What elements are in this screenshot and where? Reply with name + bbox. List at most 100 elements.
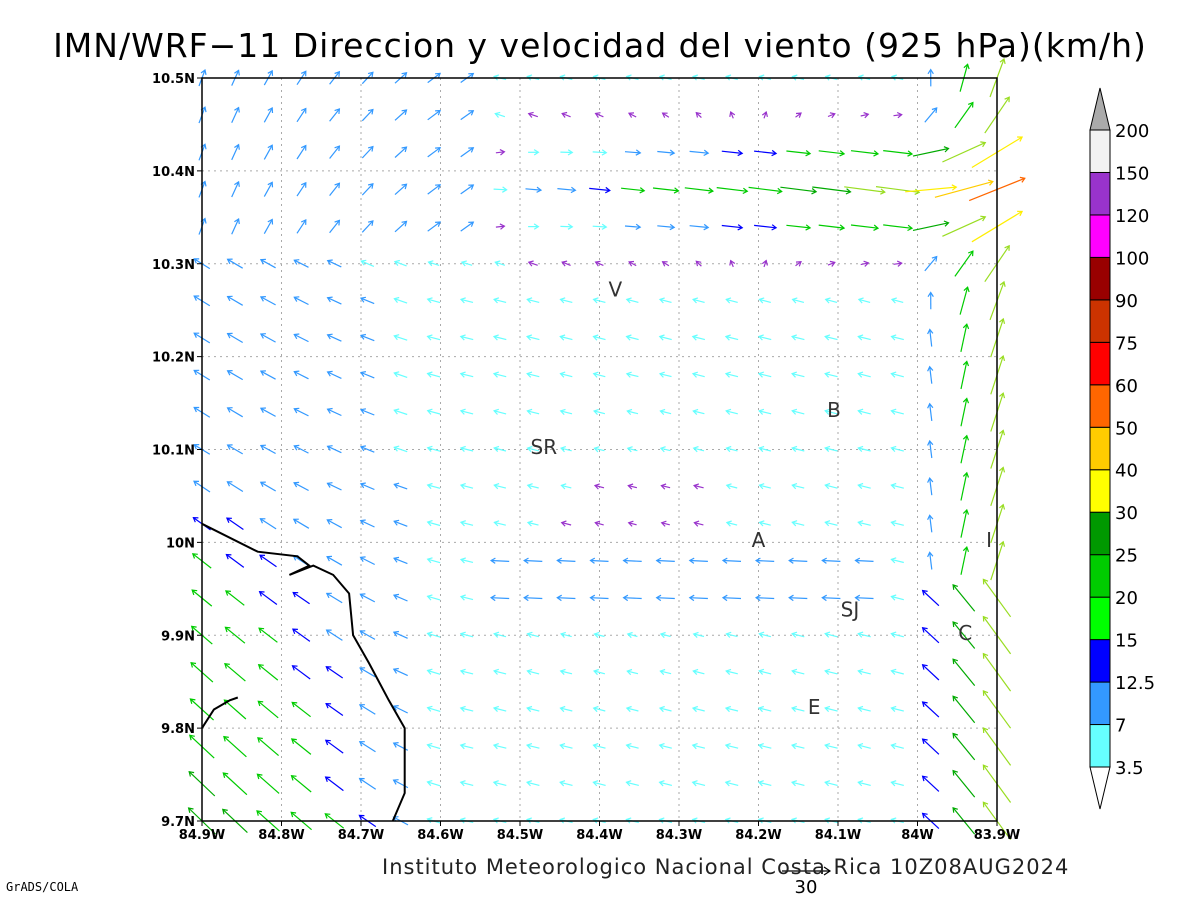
wind-arrow (260, 333, 276, 343)
wind-arrow (427, 372, 441, 378)
wind-arrow (227, 258, 244, 269)
wind-arrow (595, 112, 604, 118)
colorbar-box (1089, 256, 1111, 301)
wind-arrow-head (593, 408, 599, 416)
wind-arrow (394, 335, 408, 341)
wind-arrow-head (725, 483, 732, 490)
wind-arrow-head (1017, 210, 1024, 217)
wind-arrow (891, 335, 904, 341)
wind-arrow-head (459, 705, 466, 713)
wind-arrow-head (691, 705, 698, 713)
wind-arrow-head (927, 476, 934, 483)
wind-arrow-head (857, 297, 864, 304)
wind-arrow (460, 147, 474, 158)
wind-arrow-head (639, 187, 646, 194)
location-label: SR (531, 435, 558, 459)
wind-arrow (327, 260, 342, 268)
wind-arrow-head (757, 334, 764, 341)
wind-arrow (791, 744, 805, 749)
wind-arrow (260, 407, 276, 417)
wind-arrow-head (594, 112, 601, 118)
wind-arrow-head (857, 445, 864, 453)
wind-arrow (789, 597, 808, 600)
wind-arrow (491, 597, 510, 600)
wind-arrow-head (839, 150, 846, 157)
wind-arrow-head (435, 109, 442, 116)
wind-arrow-head (593, 483, 600, 490)
wind-arrow (627, 410, 639, 415)
wind-arrow-head (622, 557, 629, 564)
wind-arrow (730, 260, 734, 268)
wind-arrow-head (927, 68, 934, 75)
wind-arrow-head (300, 107, 307, 114)
wind-arrow-head (999, 317, 1006, 324)
wind-arrow (493, 707, 507, 712)
wind-arrow-head (824, 371, 831, 378)
wind-arrow-head (259, 296, 266, 302)
colorbar-box (1089, 214, 1111, 258)
wind-arrow-head (857, 817, 864, 824)
wind-arrow (260, 518, 277, 530)
colorbar-box (1089, 426, 1111, 471)
wind-arrow-head (367, 108, 374, 115)
wind-arrow (689, 225, 709, 229)
wind-arrow-head (489, 557, 496, 564)
wind-arrow (825, 707, 838, 712)
wind-arrow (960, 398, 968, 427)
wind-arrow (726, 484, 738, 489)
wind-arrow (660, 633, 671, 638)
wind-arrow (394, 183, 407, 196)
wind-arrow-head (890, 371, 897, 378)
wind-arrow-head (426, 705, 433, 712)
wind-arrow-head (499, 149, 506, 156)
wind-arrow-head (890, 743, 897, 750)
colorbar-label: 7 (1115, 716, 1126, 737)
wind-arrow-head (927, 439, 934, 446)
wind-arrow-head (921, 701, 928, 707)
wind-arrow (659, 335, 672, 341)
wind-arrow (684, 187, 713, 192)
wind-arrow (493, 335, 507, 341)
software-label: GrADS/COLA (6, 880, 79, 894)
wind-arrow (595, 522, 604, 526)
colorbar-box (1089, 341, 1111, 386)
wind-arrow (593, 335, 606, 341)
wind-arrow (460, 781, 474, 786)
wind-arrow (494, 447, 507, 452)
wind-arrow (922, 627, 940, 644)
wind-arrow (929, 366, 933, 384)
wind-arrow (460, 633, 474, 638)
wind-arrow (792, 521, 805, 526)
wind-arrow-head (226, 332, 233, 339)
wind-arrow-head (556, 557, 562, 564)
wind-arrow-head (193, 332, 200, 338)
wind-arrow-head (692, 297, 699, 304)
wind-arrow-head (890, 74, 897, 81)
wind-arrow-head (234, 106, 240, 113)
wind-arrow-head (863, 260, 870, 267)
wind-arrow-head (267, 69, 274, 76)
wind-arrow (891, 484, 904, 489)
wind-arrow (494, 633, 507, 638)
wind-arrow (626, 781, 639, 786)
wind-arrow-head (625, 743, 632, 750)
chart-title: IMN/WRF−11 Direccion y velocidad del vie… (53, 26, 1147, 65)
wind-arrow-head (324, 813, 331, 819)
wind-arrow (263, 107, 273, 123)
wind-arrow-head (292, 628, 298, 635)
wind-arrow (726, 633, 738, 638)
y-tick-label: 9.9N (161, 629, 195, 644)
wind-arrow-head (426, 408, 433, 415)
wind-arrow (789, 559, 808, 562)
wind-arrow (393, 557, 408, 565)
wind-arrow (393, 668, 408, 677)
wind-arrow-head (962, 434, 970, 441)
wind-arrow (294, 371, 309, 380)
wind-arrow-head (526, 631, 533, 638)
wind-arrow-head (256, 773, 263, 780)
wind-arrow (694, 522, 704, 526)
wind-arrow-head (426, 371, 433, 378)
colorbar-box (1089, 384, 1111, 428)
wind-arrow-head (392, 742, 399, 748)
wind-arrow (825, 521, 838, 526)
